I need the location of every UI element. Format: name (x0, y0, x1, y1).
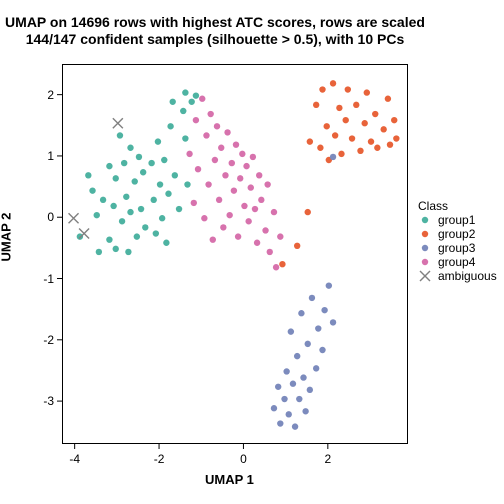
legend-swatch-group1 (418, 213, 432, 227)
x-tick-label: -2 (154, 452, 165, 466)
x-axis-label: UMAP 1 (205, 472, 254, 487)
legend-label: group3 (438, 241, 475, 255)
y-tick-label: 0 (32, 210, 54, 224)
y-tick-label: 2 (32, 88, 54, 102)
legend-swatch-group2 (418, 227, 432, 241)
legend-item-group3: group3 (418, 241, 497, 255)
plot-area (62, 64, 408, 444)
y-tick-label: -1 (32, 272, 54, 286)
chart-title: UMAP on 14696 rows with highest ATC scor… (0, 14, 430, 48)
y-axis-label: UMAP 2 (0, 213, 14, 262)
chart-title-line2: 144/147 confident samples (silhouette > … (0, 31, 430, 48)
legend-label: group2 (438, 227, 475, 241)
x-tick-label: 2 (324, 452, 331, 466)
legend-swatch-group3 (418, 241, 432, 255)
legend-item-ambiguous: ambiguous (418, 269, 497, 283)
legend-swatch-ambiguous (418, 269, 432, 283)
chart-title-line1: UMAP on 14696 rows with highest ATC scor… (0, 14, 430, 31)
legend-item-group4: group4 (418, 255, 497, 269)
legend-item-group2: group2 (418, 227, 497, 241)
legend-item-group1: group1 (418, 213, 497, 227)
legend-label: group4 (438, 255, 475, 269)
x-tick-label: 0 (240, 452, 247, 466)
umap-scatter-chart: UMAP on 14696 rows with highest ATC scor… (0, 0, 504, 504)
legend-label: group1 (438, 213, 475, 227)
scatter-svg (63, 65, 409, 445)
y-tick-label: -3 (32, 394, 54, 408)
legend-items: group1group2group3group4ambiguous (418, 213, 497, 283)
legend: Class group1group2group3group4ambiguous (418, 199, 497, 283)
x-tick-label: -4 (69, 452, 80, 466)
legend-title: Class (418, 199, 497, 213)
y-tick-label: -2 (32, 333, 54, 347)
legend-label: ambiguous (438, 269, 497, 283)
legend-swatch-group4 (418, 255, 432, 269)
y-tick-label: 1 (32, 149, 54, 163)
